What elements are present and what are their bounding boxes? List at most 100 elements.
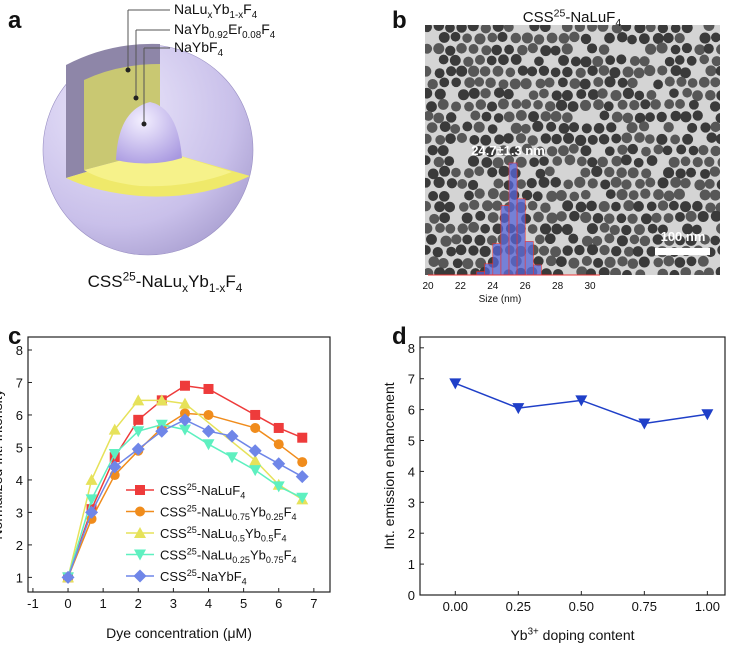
annotation: 24.7±1.3 nm	[471, 143, 545, 158]
x-tick-label: 0.75	[632, 599, 657, 614]
particle	[622, 112, 634, 124]
particle	[680, 67, 691, 79]
x-tick-label: 1.00	[695, 599, 720, 614]
particle	[451, 77, 461, 88]
particle	[551, 133, 562, 145]
particle	[634, 25, 646, 34]
particle	[703, 267, 714, 275]
particle	[592, 56, 604, 67]
particle	[651, 212, 662, 223]
particle	[586, 200, 597, 212]
text-part: F	[261, 21, 270, 37]
particle	[437, 99, 449, 110]
particle	[456, 268, 468, 275]
particle	[629, 100, 640, 111]
data-point	[132, 426, 145, 438]
particle	[470, 110, 481, 121]
panel-label: b	[392, 7, 407, 34]
particle	[639, 235, 651, 247]
text-part: 3+	[528, 627, 539, 638]
particle	[680, 111, 692, 123]
particle	[532, 191, 543, 202]
data-point	[178, 397, 191, 409]
data-point	[273, 422, 284, 433]
particle	[550, 177, 562, 188]
particle	[700, 122, 711, 133]
text-part: Yb	[212, 1, 229, 17]
particle	[699, 234, 710, 245]
particle	[716, 44, 720, 55]
particle	[474, 33, 486, 45]
particle	[603, 213, 615, 224]
particle	[544, 233, 556, 245]
particle	[580, 167, 591, 178]
particle	[715, 66, 720, 76]
particle	[439, 77, 450, 88]
particle	[574, 244, 585, 256]
particle	[717, 157, 720, 168]
particle	[622, 269, 632, 275]
particle	[657, 65, 668, 76]
particle	[597, 88, 608, 99]
histogram-bar	[532, 264, 542, 276]
particle	[663, 32, 674, 44]
particle	[682, 133, 694, 145]
particle	[604, 233, 615, 244]
particle	[533, 99, 543, 110]
text-part: CSS	[160, 569, 187, 584]
y-axis-title: Normalized Int. Intensity	[0, 389, 5, 539]
particle	[682, 223, 694, 235]
particle	[444, 201, 456, 213]
particle	[503, 25, 514, 33]
particle	[493, 87, 505, 98]
legend-marker	[134, 527, 146, 538]
particle	[599, 110, 610, 121]
particle	[645, 25, 656, 33]
text-part: CSS	[88, 272, 123, 291]
data-point	[178, 424, 191, 436]
text-part: 4	[236, 281, 243, 295]
particle	[529, 157, 540, 168]
particle	[480, 134, 492, 146]
particle	[546, 121, 557, 132]
panel-label: c	[8, 323, 21, 350]
data-point	[203, 409, 214, 420]
y-tick-label: 8	[16, 343, 23, 358]
particle	[711, 56, 720, 67]
particle	[425, 245, 431, 255]
particle	[429, 213, 440, 224]
particle	[710, 235, 720, 246]
particle	[482, 200, 493, 212]
particle	[434, 68, 445, 79]
particle	[641, 146, 651, 157]
particle	[650, 99, 661, 110]
text-part: -NaLu	[136, 272, 182, 291]
particle	[432, 247, 443, 258]
particle	[680, 267, 692, 275]
particle	[462, 33, 472, 43]
particle	[639, 121, 650, 132]
particle	[457, 179, 468, 189]
particle	[515, 109, 527, 121]
particle	[634, 90, 645, 101]
y-tick-label: 2	[16, 538, 23, 553]
x-tick-label: 3	[170, 596, 177, 611]
particle	[517, 65, 529, 76]
text-part: NaYbF	[174, 39, 218, 55]
particle	[481, 111, 492, 122]
particle	[487, 212, 499, 223]
text-part: Er	[228, 21, 242, 37]
particle	[700, 168, 711, 179]
particle	[563, 179, 574, 190]
particle	[634, 224, 645, 235]
particle	[535, 168, 546, 179]
particle	[427, 78, 438, 90]
particle	[580, 211, 592, 224]
particle	[481, 45, 492, 56]
particle	[509, 146, 520, 157]
data-point	[203, 383, 214, 394]
text-part: CSS	[160, 548, 187, 563]
x-tick-label: 22	[455, 281, 467, 292]
particle	[575, 67, 586, 78]
particle	[425, 133, 432, 144]
